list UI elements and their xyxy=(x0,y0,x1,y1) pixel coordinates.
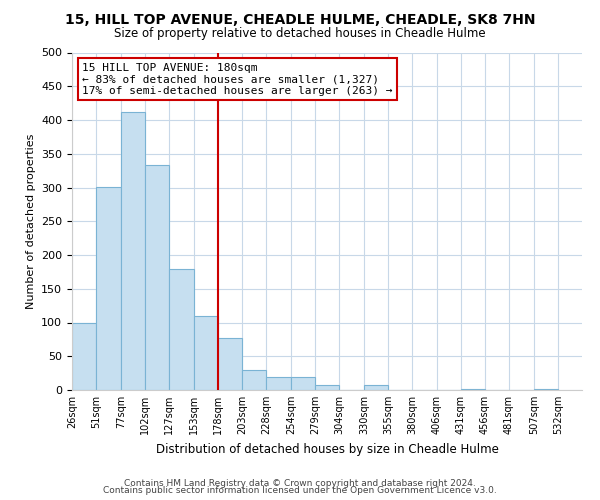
Text: Contains public sector information licensed under the Open Government Licence v3: Contains public sector information licen… xyxy=(103,486,497,495)
Bar xyxy=(121,112,145,390)
Bar xyxy=(461,388,485,390)
Bar xyxy=(218,338,242,390)
Bar xyxy=(72,323,96,390)
Text: Size of property relative to detached houses in Cheadle Hulme: Size of property relative to detached ho… xyxy=(114,28,486,40)
Text: 15, HILL TOP AVENUE, CHEADLE HULME, CHEADLE, SK8 7HN: 15, HILL TOP AVENUE, CHEADLE HULME, CHEA… xyxy=(65,12,535,26)
Text: 15 HILL TOP AVENUE: 180sqm
← 83% of detached houses are smaller (1,327)
17% of s: 15 HILL TOP AVENUE: 180sqm ← 83% of deta… xyxy=(82,62,392,96)
Bar xyxy=(194,316,218,390)
Bar xyxy=(291,376,315,390)
Text: Contains HM Land Registry data © Crown copyright and database right 2024.: Contains HM Land Registry data © Crown c… xyxy=(124,478,476,488)
Bar xyxy=(96,187,121,390)
Bar xyxy=(315,384,339,390)
Bar xyxy=(145,165,169,390)
Bar xyxy=(169,269,194,390)
X-axis label: Distribution of detached houses by size in Cheadle Hulme: Distribution of detached houses by size … xyxy=(155,442,499,456)
Y-axis label: Number of detached properties: Number of detached properties xyxy=(26,134,35,309)
Bar xyxy=(364,384,388,390)
Bar xyxy=(242,370,266,390)
Bar xyxy=(534,388,558,390)
Bar xyxy=(266,376,291,390)
